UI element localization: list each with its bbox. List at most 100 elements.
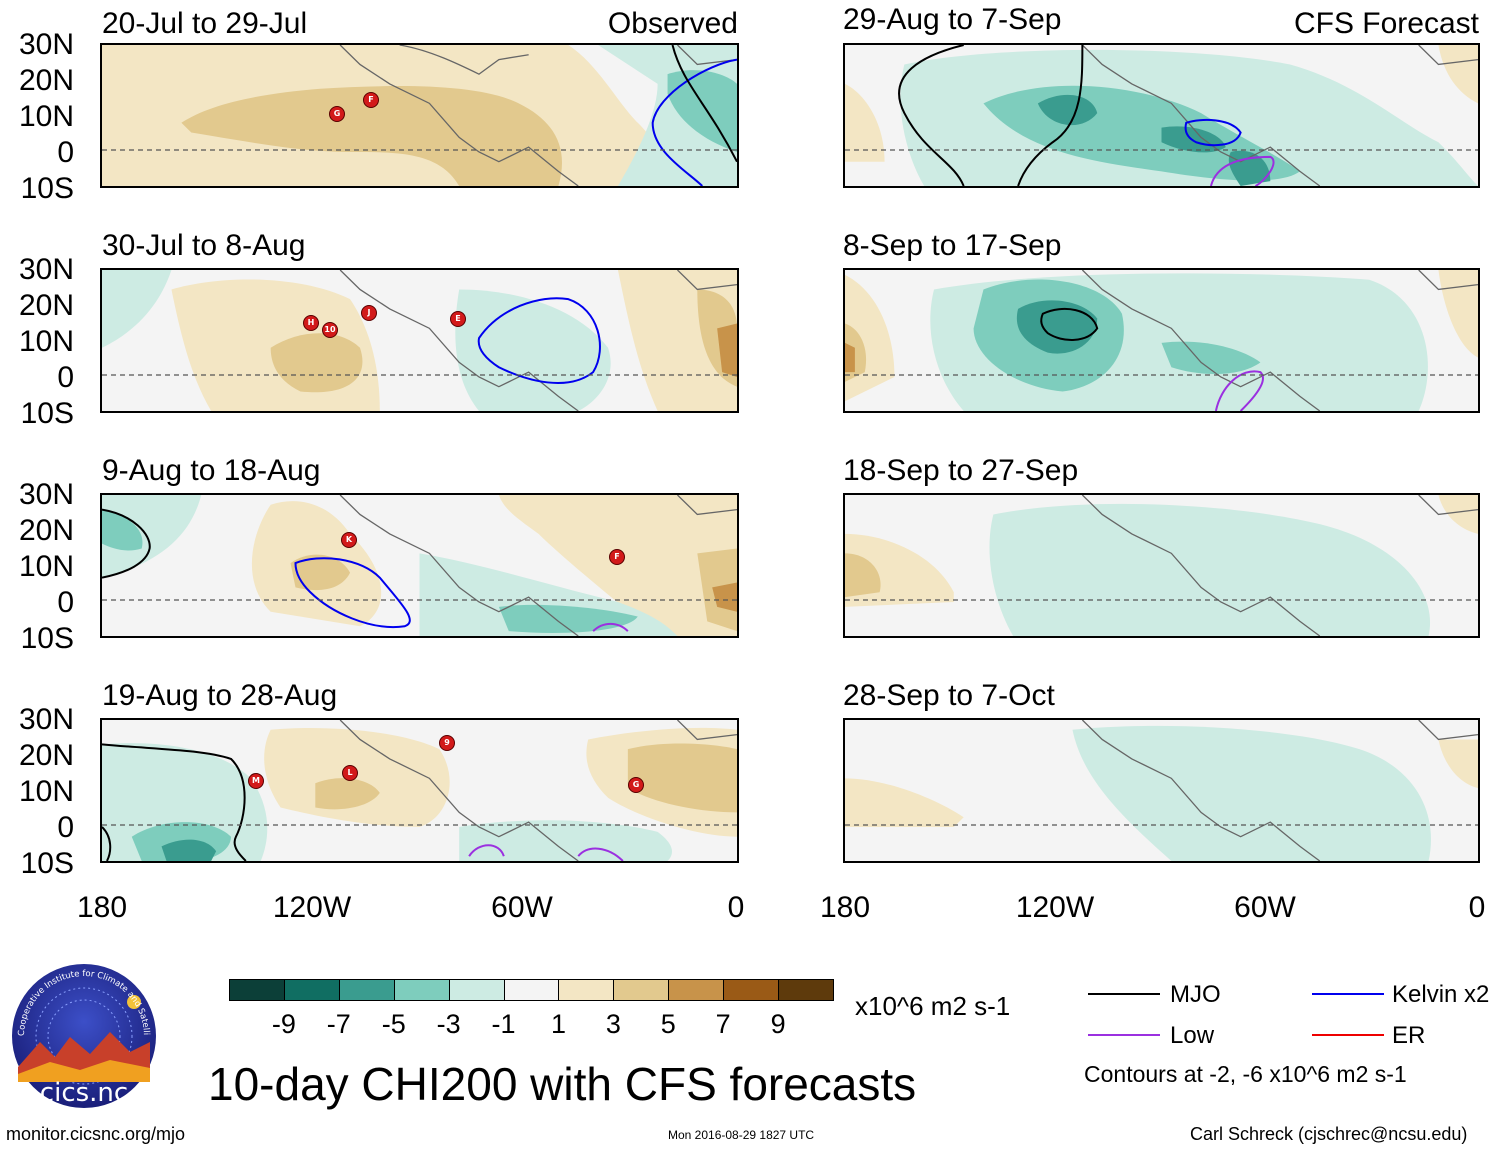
- anomaly-shading: [455, 289, 611, 411]
- map-panel-forecast-3: [843, 493, 1480, 638]
- forecast-label: CFS Forecast: [1293, 7, 1479, 40]
- anomaly-shading: [181, 86, 562, 186]
- kelvin-contour: [295, 558, 409, 627]
- mjo-contour: [102, 510, 150, 578]
- coastline: [340, 495, 578, 636]
- timestamp: Mon 2016-08-29 1827 UTC: [668, 1128, 815, 1142]
- anomaly-shading: [290, 554, 351, 591]
- anomaly-shading: [1161, 341, 1261, 375]
- anomaly-shading: [845, 342, 855, 373]
- mjo-contour: [1041, 309, 1097, 340]
- anomaly-shading: [1072, 725, 1431, 861]
- contours-note: Contours at -2, -6 x10^6 m2 s-1: [1084, 1061, 1407, 1087]
- lat-label: 10S: [20, 172, 74, 205]
- coastline: [677, 720, 737, 739]
- source-url[interactable]: monitor.cicsnc.org/mjo: [6, 1124, 186, 1144]
- coastline: [340, 45, 578, 186]
- kelvin-contour: [653, 60, 737, 186]
- lat-label: 0: [57, 586, 74, 619]
- lon-label: 0: [1468, 891, 1486, 924]
- colorbar-label: -9: [271, 1009, 296, 1039]
- panel-title-fc-3: 18-Sep to 27-Sep: [843, 454, 1079, 487]
- coastline: [677, 45, 737, 64]
- low-contour: [578, 849, 623, 861]
- er-legend-line: [1312, 1034, 1384, 1036]
- author-credit: Carl Schreck (cjschrec@ncsu.edu): [1190, 1124, 1468, 1144]
- anomaly-shading: [315, 778, 380, 810]
- anomaly-shading: [989, 503, 1431, 636]
- anomaly-shading: [161, 839, 217, 861]
- low-contour: [469, 845, 504, 856]
- panel-title-obs-2: 30-Jul to 8-Aug: [102, 229, 306, 262]
- map-panel-observed-4: [100, 718, 739, 863]
- lon-label: 120W: [1015, 891, 1095, 924]
- colorbar-label: 9: [770, 1009, 786, 1039]
- figure-title: 10-day CHI200 with CFS forecasts: [208, 1058, 917, 1110]
- anomaly-shading: [627, 743, 737, 813]
- map-panel-observed-2: [100, 268, 739, 413]
- mjo-contour: [899, 45, 964, 186]
- anomaly-shading: [717, 323, 737, 377]
- kelvin-contour: [1186, 120, 1241, 145]
- colorbar-label: -1: [491, 1009, 516, 1039]
- anomaly-shading: [102, 270, 172, 348]
- colorbar-label: -7: [326, 1009, 351, 1039]
- anomaly-shading: [845, 83, 885, 162]
- lon-label: 60W: [1234, 891, 1296, 924]
- anomaly-shading: [459, 820, 672, 861]
- lat-label: 20N: [18, 289, 74, 322]
- coastline: [400, 45, 529, 74]
- tropical-cyclone-marker: 10: [322, 322, 338, 338]
- coastline: [1419, 495, 1478, 514]
- anomaly-shading: [102, 509, 143, 551]
- tropical-cyclone-marker: M: [248, 773, 264, 789]
- anomaly-shading: [845, 778, 964, 827]
- lon-label: 120W: [272, 891, 352, 924]
- kelvin-contour: [479, 298, 600, 383]
- low-contour: [1216, 371, 1263, 411]
- lon-label: 0: [727, 891, 745, 924]
- lat-label: 20N: [18, 739, 74, 772]
- map-panel-observed-3: [100, 493, 739, 638]
- coastline: [340, 270, 578, 411]
- low-legend-line: [1088, 1034, 1160, 1036]
- map-panel-forecast-4: [843, 718, 1480, 863]
- tropical-cyclone-marker: F: [609, 549, 625, 565]
- colorbar-segment: [229, 979, 285, 1001]
- map-panel-forecast-1: [843, 43, 1480, 188]
- lon-label: 180: [76, 891, 128, 924]
- coastline: [677, 270, 737, 289]
- anomaly-shading: [102, 495, 202, 578]
- mjo-legend-line: [1088, 993, 1160, 995]
- lat-label: 30N: [18, 253, 74, 286]
- lat-label: 10S: [20, 397, 74, 430]
- map-panel-forecast-2: [843, 268, 1480, 413]
- tropical-cyclone-marker: E: [450, 311, 466, 327]
- lat-label: 10N: [18, 775, 74, 808]
- panel-title-obs-1: 20-Jul to 29-Jul: [102, 7, 308, 40]
- coastline: [1419, 270, 1478, 289]
- tropical-cyclone-marker: 9: [439, 735, 455, 751]
- lat-label: 10N: [18, 100, 74, 133]
- mjo-contour: [102, 827, 110, 861]
- coastline: [1419, 45, 1478, 64]
- low-contour: [1211, 157, 1274, 186]
- anomaly-shading: [1438, 495, 1478, 534]
- colorbar-segment: [668, 979, 725, 1001]
- lat-label: 10N: [18, 325, 74, 358]
- cics-logo: Cooperative Institute for Climate and Sa…: [7, 955, 158, 1110]
- mjo-contour: [1018, 45, 1082, 186]
- colorbar-segment: [283, 979, 340, 1001]
- colorbar-label: 5: [660, 1009, 676, 1039]
- panel-title-obs-3: 9-Aug to 18-Aug: [102, 454, 321, 487]
- colorbar-segment: [613, 979, 670, 1001]
- observed-label: Observed: [607, 7, 738, 40]
- lon-label: 60W: [491, 891, 553, 924]
- colorbar-label: 7: [715, 1009, 731, 1039]
- lat-label: 10S: [20, 847, 74, 880]
- colorbar-label: 3: [605, 1009, 621, 1039]
- lat-label: 0: [57, 136, 74, 169]
- colorbar-segment: [723, 979, 780, 1001]
- kelvin-legend-label: Kelvin x2: [1392, 981, 1490, 1008]
- coastline: [1082, 270, 1319, 411]
